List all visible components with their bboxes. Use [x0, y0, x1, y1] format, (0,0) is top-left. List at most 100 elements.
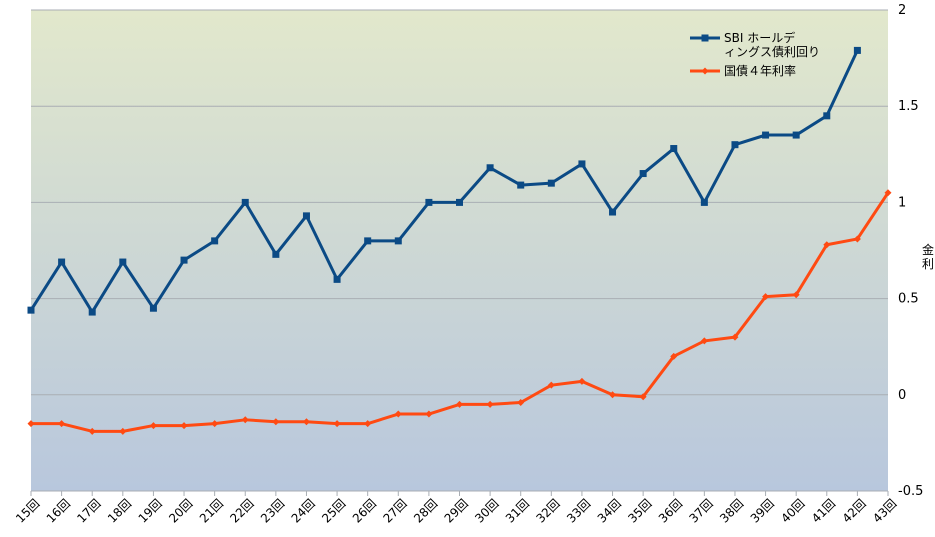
- data-point: [272, 250, 280, 258]
- data-point: [302, 418, 310, 426]
- series-line: [29, 49, 859, 314]
- data-point: [425, 198, 433, 206]
- data-point: [853, 46, 861, 54]
- x-tick-label: 43回: [870, 496, 899, 525]
- y-tick-label: 0: [898, 388, 906, 403]
- series-2: [27, 189, 892, 435]
- x-tick-label: 22回: [227, 496, 256, 525]
- x-tick-label: 23回: [258, 496, 287, 525]
- x-tick-label: 31回: [503, 496, 532, 525]
- data-point: [456, 400, 463, 408]
- data-point: [547, 179, 555, 187]
- plot-area: [31, 10, 888, 491]
- data-point: [792, 131, 800, 139]
- legend-marker: [701, 34, 709, 42]
- data-point: [762, 131, 770, 139]
- y-axis-title: 金利: [922, 242, 934, 271]
- data-point: [211, 420, 219, 428]
- data-point: [853, 235, 861, 243]
- data-point: [456, 198, 463, 206]
- data-point: [394, 237, 402, 245]
- x-tick-label: 30回: [472, 496, 501, 525]
- data-point: [27, 306, 35, 314]
- data-point: [241, 416, 249, 424]
- x-tick-label: 27回: [380, 496, 409, 525]
- data-point: [884, 189, 892, 197]
- x-tick-label: 39回: [748, 496, 777, 525]
- data-point: [486, 400, 494, 408]
- x-tick-label: 35回: [625, 496, 654, 525]
- series-1: [27, 46, 861, 316]
- y-tick-label: -0.5: [898, 484, 923, 499]
- y-axis-label: 金利: [922, 242, 934, 271]
- x-tick-label: 20回: [166, 496, 195, 525]
- data-point: [547, 381, 555, 389]
- data-point: [149, 422, 157, 430]
- data-point: [333, 275, 341, 283]
- data-point: [731, 141, 739, 149]
- x-tick-label: 21回: [197, 496, 226, 525]
- data-point: [119, 427, 127, 435]
- x-tick-label: 26回: [350, 496, 379, 525]
- data-point: [639, 393, 647, 401]
- data-point: [609, 208, 617, 216]
- data-point: [762, 293, 770, 301]
- x-tick-label: 19回: [136, 496, 165, 525]
- legend-label: SBI ホールディングス債利回り: [724, 30, 820, 59]
- x-tick-label: 41回: [809, 496, 838, 525]
- data-point: [578, 160, 586, 168]
- x-tick-label: 34回: [595, 496, 624, 525]
- x-tick-label: 40回: [778, 496, 807, 525]
- data-point: [88, 308, 96, 316]
- x-tick-label: 17回: [74, 496, 103, 525]
- data-point: [700, 337, 708, 345]
- x-tick-label: 16回: [44, 496, 73, 525]
- data-point: [272, 418, 280, 426]
- x-tick-label: 29回: [442, 496, 471, 525]
- data-point: [609, 391, 617, 399]
- x-tick-label: 32回: [533, 496, 562, 525]
- data-point: [333, 420, 341, 428]
- x-tick-label: 36回: [656, 496, 685, 525]
- x-tick-label: 15回: [13, 496, 42, 525]
- y-tick-label: 1.5: [898, 99, 919, 114]
- y-tick-label: 1: [898, 195, 906, 210]
- y-tick-label: 2: [898, 3, 906, 18]
- y-axis-ticks: -0.5 0 0.5 1 1.5 2: [898, 3, 923, 499]
- data-point: [149, 304, 157, 312]
- data-point: [425, 410, 433, 418]
- data-point: [302, 212, 310, 220]
- data-point: [517, 181, 525, 189]
- data-point: [27, 420, 35, 428]
- data-point: [364, 237, 372, 245]
- x-tick-label: 37回: [687, 496, 716, 525]
- data-point: [670, 352, 678, 360]
- data-point: [823, 112, 831, 120]
- x-tick-label: 25回: [319, 496, 348, 525]
- data-point: [639, 170, 647, 178]
- x-tick-label: 38回: [717, 496, 746, 525]
- data-point: [119, 258, 127, 266]
- x-axis-ticks: 15回 16回 17回 18回 19回 20回 21回 22回 23回 24回 25回 26回 27回 2…: [13, 490, 899, 526]
- data-point: [58, 258, 66, 266]
- data-point: [180, 422, 188, 430]
- data-point: [578, 377, 586, 385]
- data-point: [88, 427, 96, 435]
- x-tick-label: 33回: [564, 496, 593, 525]
- x-tick-label: 28回: [411, 496, 440, 525]
- data-point: [486, 164, 494, 172]
- data-point: [823, 241, 831, 249]
- data-point: [731, 333, 739, 341]
- data-point: [180, 256, 188, 264]
- legend-marker: [701, 67, 709, 75]
- data-point: [670, 145, 678, 153]
- data-point: [517, 398, 525, 406]
- data-point: [700, 198, 708, 206]
- data-point: [364, 420, 372, 428]
- data-point: [211, 237, 219, 245]
- legend-label: 国債４年利率: [724, 63, 796, 78]
- data-point: [58, 420, 66, 428]
- y-tick-label: 0.5: [898, 292, 919, 307]
